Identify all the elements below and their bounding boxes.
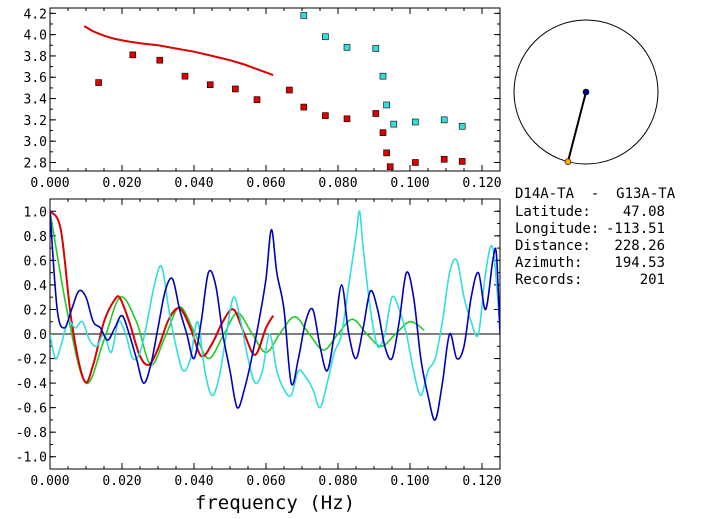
red-data-point xyxy=(286,86,293,94)
cyan-data-point xyxy=(458,122,466,130)
y-tick-label: 3.8 xyxy=(24,50,47,65)
cyan-data-point xyxy=(379,72,387,80)
red-data-point xyxy=(206,81,214,89)
latitude-row: Latitude: 47.08 xyxy=(515,204,665,221)
red-data-point xyxy=(300,103,308,111)
red-data-point xyxy=(458,158,466,165)
x-tick-label: 0.080 xyxy=(318,474,357,489)
y-tick-label: -0.8 xyxy=(16,426,47,441)
cyan-data-point xyxy=(343,44,351,51)
y-tick-label: 4.0 xyxy=(24,29,47,44)
distance-row: Distance: 228.26 xyxy=(515,238,665,255)
latitude-label: Latitude: xyxy=(515,204,591,220)
red-data-point xyxy=(383,149,390,157)
y-tick-label: 0.2 xyxy=(24,303,47,318)
red-data-point xyxy=(372,110,380,117)
red-data-point xyxy=(412,159,419,166)
green-correlation-curve xyxy=(50,211,425,384)
y-tick-label: 2.8 xyxy=(24,156,47,171)
red-data-point xyxy=(181,72,189,80)
x-tick-label: 0.020 xyxy=(102,474,141,489)
red-correlation-curve xyxy=(50,210,275,384)
dial-center-dot xyxy=(582,88,590,96)
y-tick-label: 3.0 xyxy=(24,135,47,150)
y-tick-label: 0.0 xyxy=(24,328,47,343)
records-value: 201 xyxy=(639,272,665,288)
red-data-point xyxy=(129,51,137,59)
red-data-point xyxy=(322,112,329,119)
x-tick-label: 0.020 xyxy=(102,176,141,191)
y-tick-label: -0.2 xyxy=(16,353,47,368)
blue-correlation-curve xyxy=(50,211,500,421)
y-tick-label: 3.4 xyxy=(24,93,48,108)
y-tick-label: -1.0 xyxy=(16,451,47,466)
dial-circle xyxy=(513,19,659,165)
x-tick-label: 0.000 xyxy=(30,474,69,489)
azimuth-dial xyxy=(513,19,659,165)
cyan-data-point xyxy=(372,45,380,52)
azimuth-label: Azimuth: xyxy=(515,255,583,271)
x-tick-label: 0.040 xyxy=(174,474,213,489)
y-tick-label: 3.6 xyxy=(24,71,47,86)
x-tick-label: 0.060 xyxy=(246,474,285,489)
red-data-point xyxy=(156,56,164,64)
cyan-data-point xyxy=(383,101,390,109)
y-tick-label: 0.6 xyxy=(24,254,47,269)
red-data-point xyxy=(232,85,239,93)
azimuth-value: 194.53 xyxy=(614,255,665,271)
dispersion-model-curve xyxy=(83,25,274,77)
y-tick-label: 1.0 xyxy=(24,205,47,220)
longitude-label: Longitude: xyxy=(515,221,600,237)
cyan-data-point xyxy=(390,120,398,128)
y-tick-label: 3.2 xyxy=(24,114,47,129)
longitude-value: -113.51 xyxy=(605,221,665,237)
azimuth-needle xyxy=(566,91,587,162)
distance-label: Distance: xyxy=(515,238,591,254)
red-data-point xyxy=(253,96,261,103)
x-tick-label: 0.120 xyxy=(462,176,501,191)
longitude-row: Longitude: -113.51 xyxy=(515,221,665,238)
cyan-data-point xyxy=(412,118,419,126)
x-tick-label: 0.040 xyxy=(174,176,213,191)
cyan-data-point xyxy=(300,12,308,19)
x-tick-label: 0.000 xyxy=(30,176,69,191)
cyan-data-point xyxy=(440,116,448,124)
red-data-point xyxy=(379,129,387,136)
red-data-point xyxy=(343,115,351,123)
x-tick-label: 0.060 xyxy=(246,176,285,191)
red-data-point xyxy=(440,155,448,163)
red-data-point xyxy=(386,163,394,171)
station-pair-label: D14A-TA - G13A-TA xyxy=(515,186,676,202)
x-axis-title: frequency (Hz) xyxy=(195,492,355,514)
y-tick-label: -0.6 xyxy=(16,402,47,417)
dial-end-dot xyxy=(564,158,572,165)
distance-value: 228.26 xyxy=(614,238,665,254)
dispersion-chart: 0.000 0.020 0.040 0.060 0.080 0.100 0.120 2.8 3.… xyxy=(24,7,502,191)
records-label: Records: xyxy=(515,272,583,288)
latitude-value: 47.08 xyxy=(622,204,665,220)
x-tick-label: 0.100 xyxy=(390,474,429,489)
plot-frame xyxy=(49,7,501,172)
x-tick-label: 0.080 xyxy=(318,176,357,191)
y-tick-label: 4.2 xyxy=(24,7,47,22)
correlation-chart: 0.000 0.020 0.040 0.060 0.080 0.100 0.120 1.0 0.… xyxy=(16,198,502,514)
cyan-correlation-curve xyxy=(50,210,500,409)
x-tick-label: 0.120 xyxy=(462,474,501,489)
cyan-data-point xyxy=(322,33,329,41)
azimuth-row: Azimuth: 194.53 xyxy=(515,255,665,272)
y-tick-label: 0.4 xyxy=(24,279,48,294)
y-tick-label: -0.4 xyxy=(16,377,47,392)
x-tick-label: 0.100 xyxy=(390,176,429,191)
records-row: Records: 201 xyxy=(515,272,665,289)
y-tick-label: 0.8 xyxy=(24,230,47,245)
red-data-point xyxy=(95,79,102,86)
